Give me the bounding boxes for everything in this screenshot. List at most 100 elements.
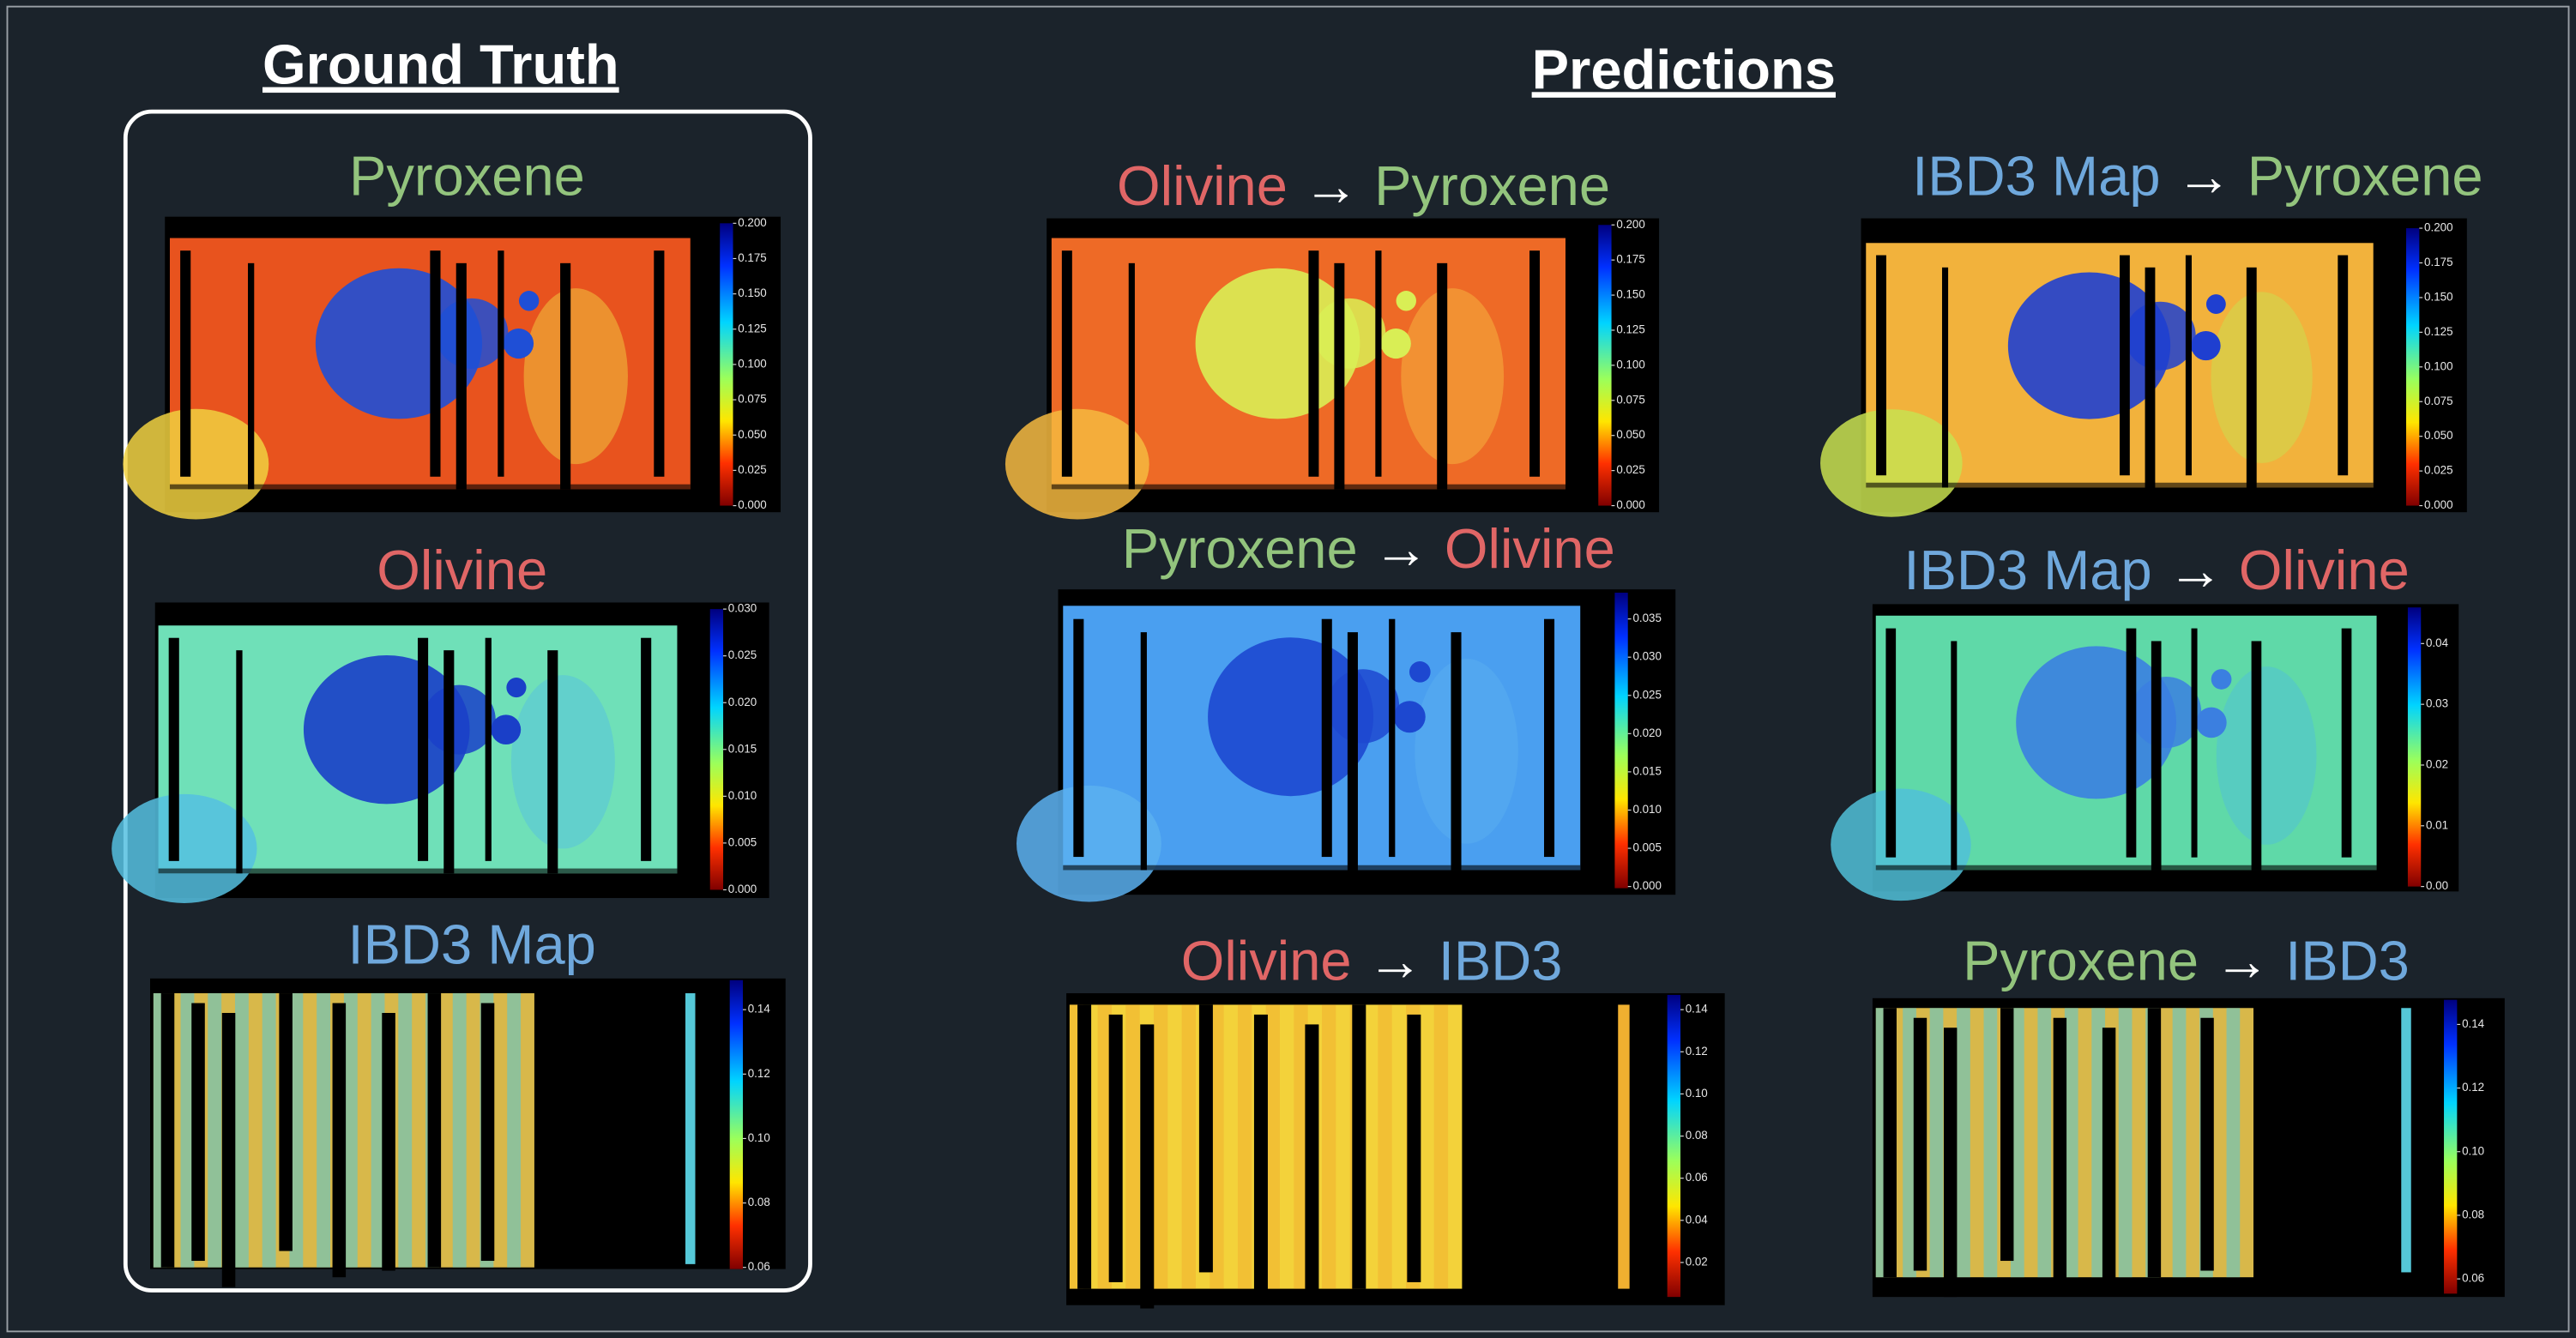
panel-title: Pyroxene → Olivine: [1122, 517, 1615, 580]
map-gap: [2151, 641, 2162, 871]
colorbar-tick-label: 0.06: [1686, 1171, 1708, 1184]
map-gap: [1305, 1024, 1319, 1293]
colorbar-tick-label: 0.075: [2424, 395, 2452, 407]
map-gap: [1883, 1008, 1897, 1278]
map-gap: [1375, 250, 1382, 477]
map: [1831, 615, 2377, 901]
colorbar-tick-label: 0.14: [2462, 1017, 2485, 1030]
map-blob: [491, 714, 522, 745]
map-gap: [1544, 618, 1555, 858]
map-corner: [1415, 658, 1518, 844]
map-gap: [1108, 1014, 1123, 1282]
title-part: →: [2199, 930, 2270, 992]
map-gap: [168, 637, 179, 861]
map-gap: [2251, 641, 2262, 871]
colorbar-tick-label: 0.000: [2424, 498, 2452, 511]
colorbar-tick-label: 0.150: [738, 286, 766, 299]
map-corner: [123, 408, 269, 520]
title-part: Olivine: [1117, 154, 1288, 217]
map-gap: [1321, 618, 1332, 858]
map-gap: [1913, 1017, 1927, 1271]
panel-title: Olivine → Pyroxene: [1117, 154, 1610, 217]
map-gap: [2145, 267, 2156, 488]
colorbar-tick-label: 0.025: [1632, 688, 1661, 701]
map-texture: [1957, 1008, 1970, 1278]
map-gap: [1951, 641, 1958, 871]
title-part: Olivine: [1181, 930, 1352, 992]
map-gap: [1051, 484, 1566, 490]
map-texture: [1433, 1004, 1449, 1289]
map: [1820, 243, 2374, 517]
map-gap: [1063, 865, 1581, 871]
map-texture: [1265, 1004, 1280, 1289]
title-part: Olivine: [1429, 517, 1615, 580]
title-part: IBD3: [1423, 930, 1563, 992]
map-slim: [1618, 1004, 1630, 1289]
map-gap: [2341, 628, 2352, 858]
colorbar-tick-label: 0.015: [1632, 764, 1661, 777]
map-blob: [2211, 669, 2232, 690]
map-texture: [1125, 1004, 1140, 1289]
map-gap: [1198, 1004, 1213, 1273]
map-texture: [262, 993, 276, 1268]
map-slim: [685, 993, 696, 1264]
map-texture: [1294, 1004, 1308, 1289]
title-part: Pyroxene: [1359, 154, 1610, 217]
map-gap: [427, 993, 442, 1268]
map-gap: [1352, 1004, 1366, 1289]
map-gap: [1943, 1028, 1958, 1298]
ground-truth-header: Ground Truth: [262, 33, 619, 96]
map-gap: [480, 1003, 495, 1262]
map-texture: [2037, 1008, 2052, 1278]
map: [123, 238, 691, 520]
map-gap: [221, 1013, 236, 1287]
map-corner: [1004, 408, 1149, 520]
colorbar-tick-label: 0.075: [738, 393, 766, 406]
colorbar-tick-label: 0.005: [728, 835, 757, 848]
map-gap: [641, 637, 652, 861]
map-gap: [2185, 255, 2192, 476]
map-gap: [158, 868, 678, 874]
map-gap: [1073, 618, 1084, 858]
map-gap: [418, 637, 429, 861]
map-texture: [180, 993, 195, 1268]
map-blob: [1313, 298, 1386, 369]
colorbar-tick-label: 0.000: [728, 883, 757, 895]
colorbar-tick-label: 0.200: [738, 216, 766, 229]
map-corner: [2211, 292, 2313, 463]
colorbar-tick-label: 0.020: [728, 696, 757, 708]
colorbar-tick-label: 0.02: [1686, 1255, 1708, 1268]
map-texture: [1181, 1004, 1196, 1289]
colorbar-tick-label: 0.125: [1616, 323, 1644, 336]
colorbar: [2407, 607, 2422, 887]
colorbar: [1667, 994, 1680, 1298]
colorbar-tick-label: 0.100: [2424, 359, 2452, 372]
map-corner: [1017, 785, 1161, 902]
map-gap: [160, 993, 175, 1268]
colorbar-tick-label: 0.000: [1632, 879, 1661, 892]
map-texture: [2172, 1008, 2187, 1278]
colorbar-tick-label: 0.10: [748, 1131, 770, 1144]
map-blob: [518, 291, 540, 311]
map-gap: [1128, 262, 1135, 490]
colorbar-tick-label: 0.025: [738, 463, 766, 476]
panel-title: Pyroxene: [349, 145, 585, 208]
colorbar-tick-label: 0.010: [1632, 803, 1661, 816]
map-texture: [343, 993, 358, 1268]
map-gap: [2147, 1008, 2162, 1278]
colorbar: [729, 979, 744, 1269]
title-part: Pyroxene: [1963, 930, 2199, 992]
map-gap: [2119, 255, 2130, 476]
map-texture: [1237, 1004, 1252, 1289]
colorbar-tick-label: 0.12: [1686, 1045, 1708, 1058]
title-part: →: [1358, 517, 1429, 580]
map-texture: [2091, 1008, 2106, 1278]
map-texture: [2118, 1008, 2133, 1278]
title-part: IBD3 Map: [1912, 145, 2160, 208]
map-blob: [2131, 676, 2202, 749]
map-texture: [317, 993, 331, 1268]
colorbar-tick-label: 0.050: [1616, 428, 1644, 441]
map-texture: [1903, 1008, 1916, 1278]
map-gap: [1334, 262, 1345, 490]
map-gap: [2126, 628, 2137, 858]
